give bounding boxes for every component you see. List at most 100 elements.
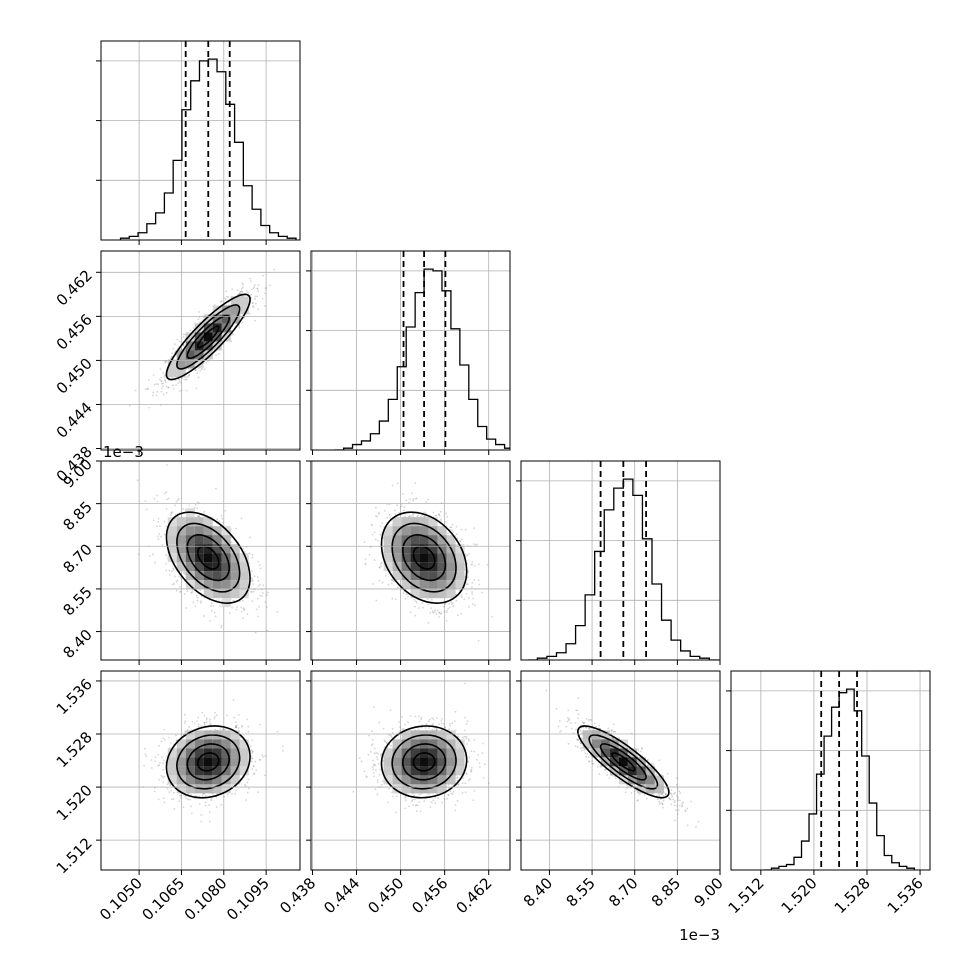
- panel-frame: [100, 250, 301, 451]
- sample-point: [210, 605, 212, 608]
- sample-point: [368, 553, 371, 556]
- sample-point: [153, 383, 156, 386]
- density-cell: [410, 571, 420, 581]
- sample-point: [163, 378, 166, 381]
- density-cell: [428, 544, 438, 554]
- sample-point: [157, 764, 160, 767]
- sample-point: [371, 583, 374, 585]
- sample-point: [160, 376, 163, 379]
- sample-point: [252, 583, 254, 585]
- sample-point: [147, 379, 150, 381]
- sample-point: [474, 565, 476, 567]
- sample-point: [184, 572, 186, 574]
- sample-point: [251, 554, 254, 556]
- density-cell: [437, 544, 447, 554]
- sample-point: [476, 543, 478, 546]
- density-cell: [419, 517, 429, 527]
- density-cell: [194, 517, 204, 527]
- sample-point: [363, 541, 366, 544]
- sample-point: [199, 369, 202, 372]
- sample-point: [175, 734, 178, 737]
- sample-point: [381, 522, 384, 525]
- panel-content: [311, 461, 510, 660]
- sample-point: [183, 593, 186, 595]
- sample-point: [185, 607, 188, 609]
- sample-point: [266, 629, 269, 632]
- sample-point: [217, 599, 220, 601]
- sample-point: [152, 374, 155, 376]
- sample-point: [244, 785, 247, 787]
- sample-point: [236, 289, 239, 291]
- sample-point: [246, 290, 248, 292]
- sample-point: [250, 590, 252, 593]
- sample-point: [178, 380, 181, 382]
- sample-point: [187, 375, 190, 378]
- density-cell: [428, 517, 438, 527]
- sample-point: [400, 505, 403, 508]
- density-cell: [203, 571, 213, 581]
- sample-point: [165, 392, 168, 394]
- density-cell: [221, 535, 231, 545]
- sample-point: [203, 722, 206, 724]
- sample-point: [425, 500, 428, 503]
- panel-2-2: [516, 460, 721, 665]
- sample-point: [447, 532, 449, 535]
- density-cell: [194, 580, 204, 590]
- sample-point: [470, 563, 472, 566]
- sample-point: [430, 607, 432, 609]
- density-cell: [401, 562, 411, 572]
- sample-point: [431, 598, 433, 601]
- sample-point: [402, 493, 404, 495]
- density-cell: [167, 368, 177, 378]
- sample-point: [378, 566, 381, 569]
- sample-point: [438, 611, 441, 614]
- sample-point: [186, 590, 189, 593]
- sample-point: [432, 611, 434, 614]
- density-cell: [203, 323, 213, 333]
- density-cell: [392, 517, 402, 527]
- sample-point: [184, 573, 186, 576]
- sample-point: [224, 298, 227, 301]
- sample-point: [215, 354, 218, 356]
- sample-point: [164, 379, 167, 382]
- sample-point: [402, 592, 405, 594]
- sample-point: [252, 772, 255, 775]
- sample-point: [179, 795, 182, 798]
- density-cell: [203, 553, 213, 563]
- sample-point: [150, 767, 153, 769]
- sample-point: [414, 600, 417, 603]
- sample-point: [438, 513, 441, 516]
- sample-point: [391, 597, 394, 600]
- sample-point: [242, 283, 245, 286]
- density-cell: [428, 553, 438, 563]
- sample-point: [256, 287, 259, 290]
- density-cell: [212, 580, 222, 590]
- sample-point: [250, 294, 252, 296]
- sample-point: [414, 614, 417, 617]
- sample-point: [176, 579, 179, 582]
- sample-point: [397, 586, 399, 589]
- sample-point: [218, 520, 221, 523]
- sample-point: [199, 601, 202, 604]
- sample-point: [203, 510, 206, 513]
- sample-point: [219, 605, 221, 607]
- panel-frame: [100, 40, 301, 241]
- sample-point: [158, 533, 161, 535]
- density-cell: [203, 589, 213, 599]
- sample-point: [478, 563, 480, 566]
- sample-point: [394, 513, 397, 516]
- density-cell: [239, 589, 249, 599]
- sample-point: [182, 344, 185, 347]
- sample-point: [196, 501, 199, 503]
- sample-point: [219, 728, 222, 730]
- sample-point: [209, 723, 212, 726]
- sample-point: [196, 720, 198, 722]
- sample-point: [451, 602, 454, 604]
- density-cell: [446, 589, 456, 599]
- sample-point: [449, 526, 452, 529]
- sample-point: [240, 725, 243, 728]
- sample-point: [380, 561, 383, 564]
- density-cell: [230, 553, 240, 563]
- density-cell: [239, 562, 249, 572]
- sample-point: [215, 806, 218, 808]
